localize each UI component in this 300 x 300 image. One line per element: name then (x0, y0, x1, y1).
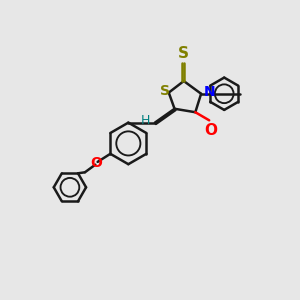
Text: H: H (141, 114, 150, 127)
Text: O: O (204, 123, 217, 138)
Text: O: O (91, 156, 102, 170)
Text: N: N (203, 85, 215, 99)
Text: S: S (160, 84, 170, 98)
Text: S: S (178, 46, 189, 62)
